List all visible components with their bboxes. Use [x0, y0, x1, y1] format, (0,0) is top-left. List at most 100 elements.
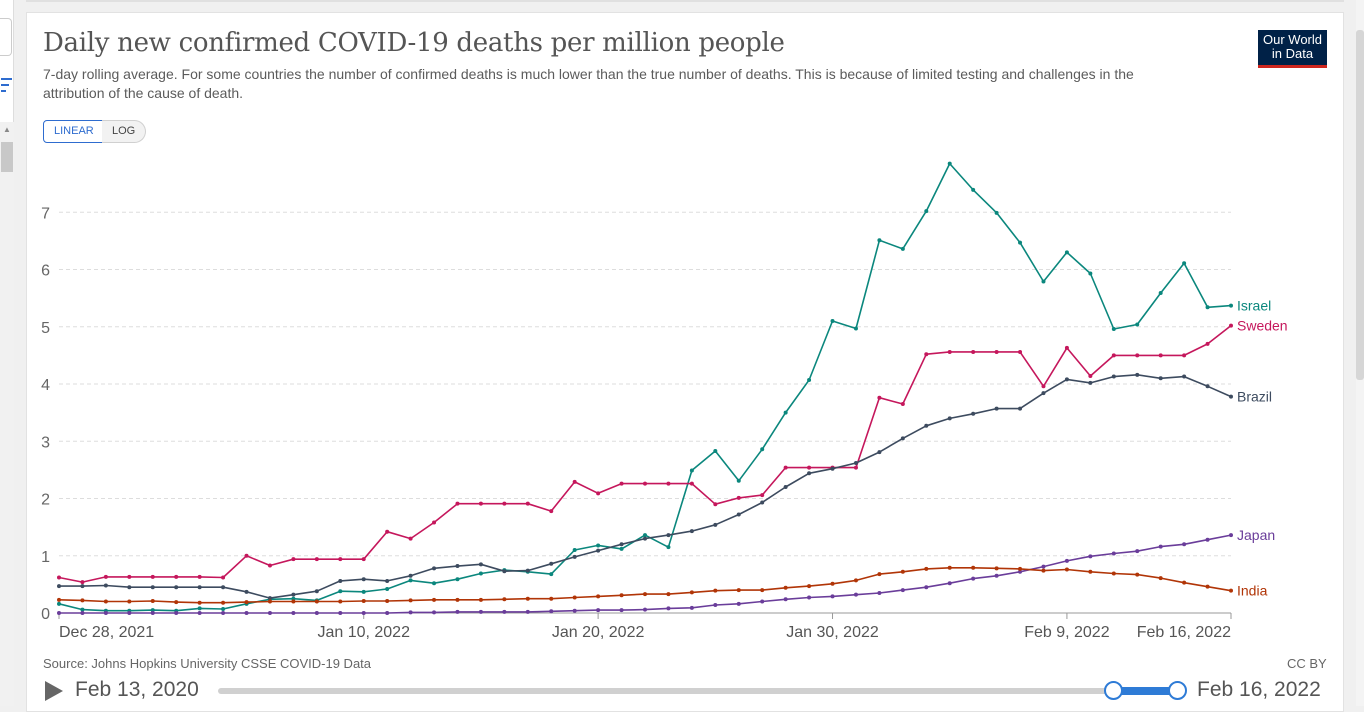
data-point-brazil [408, 573, 413, 578]
source-note[interactable]: Source: Johns Hopkins University CSSE CO… [43, 656, 372, 671]
data-point-israel [150, 608, 155, 613]
data-point-japan [1205, 537, 1210, 542]
data-point-japan [525, 609, 530, 614]
data-point-india [689, 590, 694, 595]
data-point-brazil [1135, 372, 1140, 377]
data-point-brazil [947, 416, 952, 421]
data-point-israel [924, 209, 929, 214]
left-scrollbar[interactable] [0, 122, 14, 706]
data-point-sweden [971, 349, 976, 354]
data-point-israel [689, 468, 694, 473]
data-point-brazil [1229, 394, 1233, 399]
series-line-japan [59, 534, 1232, 614]
data-point-india [502, 597, 507, 602]
data-point-sweden [127, 574, 132, 579]
data-point-india [1205, 584, 1210, 589]
data-point-india [267, 599, 272, 604]
series-line-sweden [58, 324, 1232, 583]
data-point-japan [150, 611, 155, 615]
data-point-israel [291, 596, 296, 601]
data-point-brazil [57, 584, 61, 589]
data-point-india [57, 597, 61, 602]
filter-icon[interactable] [1, 76, 13, 98]
data-point-sweden [408, 536, 413, 541]
data-point-india [103, 599, 108, 604]
data-point-india [1018, 566, 1023, 571]
data-point-japan [1088, 554, 1093, 559]
data-point-brazil [994, 406, 999, 411]
data-point-sweden [807, 465, 812, 470]
data-point-sweden [525, 501, 530, 506]
series-label-brazil: Brazil [1237, 389, 1272, 405]
data-point-brazil [971, 411, 976, 416]
logo-line-1: Our World [1263, 32, 1322, 47]
data-point-israel [408, 578, 413, 583]
data-point-sweden [736, 495, 741, 500]
data-point-japan [1229, 533, 1233, 538]
data-point-sweden [150, 574, 155, 579]
data-point-sweden [643, 481, 647, 486]
right-scrollbar[interactable] [1356, 0, 1364, 706]
log-scale-button[interactable]: LOG [102, 120, 147, 143]
series-label-sweden: Sweden [1237, 318, 1288, 334]
linear-scale-button[interactable]: LINEAR [43, 120, 105, 143]
data-point-sweden [338, 557, 343, 562]
data-point-brazil [361, 577, 366, 582]
data-point-israel [596, 543, 601, 548]
data-point-brazil [643, 536, 647, 541]
data-point-brazil [596, 548, 601, 553]
data-point-israel [361, 589, 366, 594]
data-point-japan [713, 602, 718, 607]
data-point-india [455, 597, 460, 602]
timeline-track[interactable] [218, 688, 1178, 694]
data-point-brazil [314, 589, 319, 594]
data-point-sweden [666, 481, 671, 486]
data-point-japan [1111, 551, 1116, 556]
license-label[interactable]: CC BY [1287, 656, 1327, 671]
data-point-israel [338, 589, 343, 594]
data-point-japan [596, 608, 601, 613]
x-tick-label: Dec 28, 2021 [59, 624, 154, 641]
data-point-japan [1158, 544, 1163, 549]
left-side-panel: ▲ [0, 0, 14, 706]
series-line-brazil [59, 373, 1232, 599]
data-point-japan [338, 611, 343, 615]
data-point-japan [830, 594, 835, 599]
right-scrollbar-thumb[interactable] [1356, 30, 1364, 380]
data-point-japan [267, 611, 272, 615]
left-scrollbar-thumb[interactable] [1, 142, 13, 172]
x-tick-label: Jan 10, 2022 [317, 624, 410, 641]
data-point-brazil [853, 461, 858, 466]
data-point-india [338, 599, 343, 604]
data-point-india [1229, 588, 1233, 593]
data-point-india [596, 594, 601, 599]
play-icon[interactable] [45, 681, 63, 701]
data-point-japan [361, 611, 366, 615]
y-tick-label: 7 [41, 205, 50, 222]
data-point-japan [127, 611, 132, 615]
data-point-israel [221, 606, 226, 611]
scroll-up-arrow-icon[interactable]: ▲ [3, 125, 11, 134]
data-point-sweden [1018, 349, 1023, 354]
data-point-india [197, 600, 202, 605]
x-tick-label: Jan 30, 2022 [786, 624, 879, 641]
data-point-india [1088, 569, 1093, 574]
data-point-israel [1182, 261, 1187, 266]
timeline-start-handle[interactable] [1104, 681, 1123, 700]
data-point-sweden [455, 501, 460, 506]
data-point-india [572, 595, 577, 600]
data-point-india [1111, 571, 1116, 576]
data-point-brazil [432, 566, 437, 571]
data-point-israel [1111, 327, 1116, 332]
owid-logo[interactable]: Our World in Data [1258, 30, 1327, 68]
data-point-sweden [947, 349, 952, 354]
left-collapsed-input[interactable] [0, 18, 12, 56]
data-point-brazil [666, 533, 671, 538]
data-point-israel [1064, 250, 1069, 255]
data-point-japan [432, 610, 437, 615]
data-point-israel [1041, 279, 1046, 284]
data-point-israel [478, 571, 483, 576]
data-point-brazil [877, 450, 882, 455]
timeline-end-handle[interactable] [1168, 681, 1187, 700]
data-point-sweden [689, 481, 694, 486]
